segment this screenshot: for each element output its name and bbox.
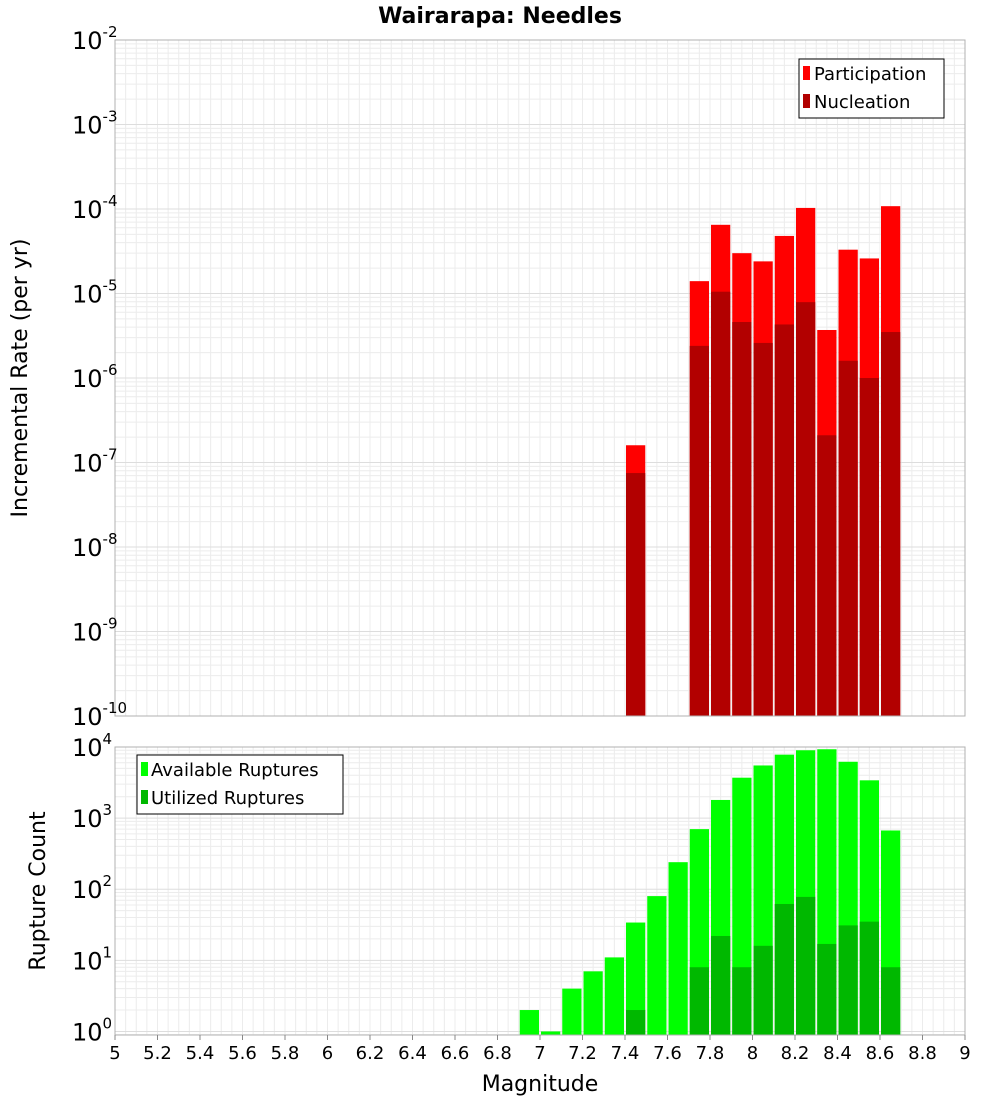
x-tick-label: 7.2 xyxy=(568,1043,597,1064)
count-legend: Available Ruptures Utilized Ruptures xyxy=(136,754,344,815)
y-tick-label: 10-2 xyxy=(72,23,118,55)
available-ruptures-bar xyxy=(668,862,688,1035)
x-tick-label: 6.6 xyxy=(441,1043,470,1064)
x-tick-label: 6.2 xyxy=(356,1043,385,1064)
available-ruptures-bar xyxy=(583,971,603,1035)
nucleation-bar xyxy=(626,473,646,716)
available-ruptures-bar xyxy=(519,1010,539,1035)
nucleation-bar xyxy=(881,332,901,716)
utilized-ruptures-bar xyxy=(838,925,858,1035)
x-tick-label: 6 xyxy=(322,1043,333,1064)
nucleation-bar xyxy=(796,302,816,716)
utilized-ruptures-bar xyxy=(881,967,901,1035)
x-tick-label: 7.8 xyxy=(696,1043,725,1064)
chart-title: Wairarapa: Needles xyxy=(378,4,622,29)
rate-plot-frame xyxy=(114,39,966,717)
utilized-ruptures-bar xyxy=(859,921,879,1035)
utilized-ruptures-bar xyxy=(753,945,773,1035)
utilized-ruptures-bar xyxy=(774,903,794,1035)
y-tick-label: 101 xyxy=(72,943,112,975)
x-tick-label: 8.8 xyxy=(908,1043,937,1064)
nucleation-bar xyxy=(774,324,794,716)
x-tick-label: 5.2 xyxy=(143,1043,172,1064)
available-ruptures-bar xyxy=(541,1031,561,1035)
count-y-axis-label: Rupture Count xyxy=(26,811,51,971)
nucleation-bar xyxy=(859,378,879,716)
available-ruptures-bar xyxy=(626,922,646,1035)
y-tick-label: 10-4 xyxy=(72,192,118,224)
y-tick-label: 10-5 xyxy=(72,277,118,309)
rate-legend: Participation Nucleation xyxy=(798,58,945,119)
nucleation-bar xyxy=(838,360,858,716)
nucleation-bar xyxy=(689,345,709,716)
y-tick-label: 10-7 xyxy=(72,446,118,478)
x-tick-label: 8.4 xyxy=(823,1043,852,1064)
x-tick-label: 8 xyxy=(747,1043,758,1064)
y-tick-label: 100 xyxy=(72,1014,112,1046)
legend-label-nucleation: Nucleation xyxy=(814,92,910,113)
x-tick-label: 6.8 xyxy=(483,1043,512,1064)
y-tick-label: 102 xyxy=(72,872,112,904)
y-tick-label: 104 xyxy=(72,730,112,762)
nucleation-bar xyxy=(732,321,752,716)
x-tick-label: 8.6 xyxy=(866,1043,895,1064)
utilized-ruptures-bar xyxy=(711,935,731,1035)
x-tick-label: 5.6 xyxy=(228,1043,257,1064)
legend-swatch-available xyxy=(141,762,148,776)
legend-swatch-nucleation xyxy=(803,94,810,108)
legend-swatch-participation xyxy=(803,66,810,80)
utilized-ruptures-bar xyxy=(817,943,837,1035)
nucleation-bar xyxy=(711,291,731,716)
x-tick-label: 5.8 xyxy=(271,1043,300,1064)
y-tick-label: 10-3 xyxy=(72,108,118,140)
utilized-ruptures-bar xyxy=(732,967,752,1035)
nucleation-bar xyxy=(753,342,773,716)
x-tick-label: 9 xyxy=(959,1043,970,1064)
legend-label-participation: Participation xyxy=(814,64,926,85)
rate-panel: 10-10 10-9 10-8 10-7 10-6 10-5 10-4 10-3 10-2 In… xyxy=(8,23,966,731)
x-tick-label: 7 xyxy=(534,1043,545,1064)
available-ruptures-bar xyxy=(647,896,667,1035)
x-tick-label: 7.4 xyxy=(611,1043,640,1064)
y-tick-label: 10-9 xyxy=(72,615,118,647)
y-tick-label: 10-8 xyxy=(72,530,118,562)
nucleation-bar xyxy=(817,435,837,716)
x-tick-label: 5.4 xyxy=(186,1043,215,1064)
y-tick-label: 10-6 xyxy=(72,361,118,393)
legend-label-utilized: Utilized Ruptures xyxy=(151,788,304,809)
legend-swatch-utilized xyxy=(141,790,148,804)
x-tick-label: 8.2 xyxy=(781,1043,810,1064)
utilized-ruptures-bar xyxy=(796,896,816,1035)
x-tick-label: 7.6 xyxy=(653,1043,682,1064)
x-axis-label: Magnitude xyxy=(482,1072,599,1097)
y-tick-label: 103 xyxy=(72,801,112,833)
available-ruptures-bar xyxy=(562,988,582,1035)
legend-label-available: Available Ruptures xyxy=(151,760,319,781)
x-tick-label: 6.4 xyxy=(398,1043,427,1064)
utilized-ruptures-bar xyxy=(626,1010,646,1035)
rupture-count-panel: 100 101 102 103 104 5 5.2 5.4 5.6 5.8 6 6.2 6.4 6.6 6… xyxy=(26,730,971,1097)
y-tick-label: 10-10 xyxy=(72,699,127,731)
utilized-ruptures-bar xyxy=(689,967,709,1035)
x-tick-label: 5 xyxy=(109,1043,120,1064)
rate-y-axis-label: Incremental Rate (per yr) xyxy=(8,239,33,518)
available-ruptures-bar xyxy=(604,957,624,1035)
